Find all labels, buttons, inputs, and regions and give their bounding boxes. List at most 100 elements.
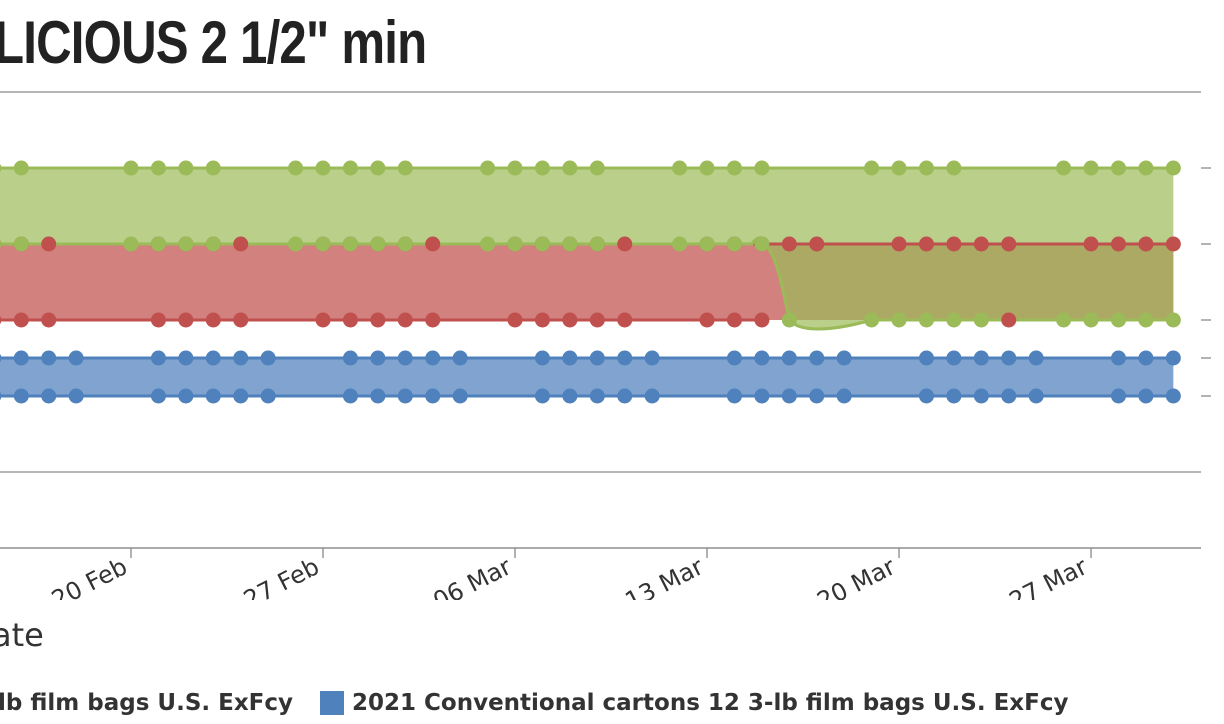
data-point-blue-high: [370, 350, 386, 366]
data-point-green-low: [1056, 312, 1072, 328]
legend-swatch: [320, 691, 345, 715]
data-point-blue-low: [13, 388, 29, 404]
data-point-green-low: [918, 312, 934, 328]
data-point-green-low: [534, 236, 550, 252]
data-point-green-low: [891, 312, 907, 328]
data-point-blue-low: [1028, 388, 1044, 404]
data-point-blue-low: [150, 388, 166, 404]
data-point-blue-high: [918, 350, 934, 366]
data-point-green-high: [1110, 160, 1126, 176]
data-point-blue-low: [1110, 388, 1126, 404]
data-point-blue-low: [397, 388, 413, 404]
data-point-blue-high: [1110, 350, 1126, 366]
data-point-green-high: [205, 160, 221, 176]
data-point-green-high: [1083, 160, 1099, 176]
data-point-blue-high: [1165, 350, 1181, 366]
data-point-green-low: [973, 312, 989, 328]
data-point-green-high: [754, 160, 770, 176]
data-point-blue-low: [205, 388, 221, 404]
x-axis-title: ate: [0, 616, 44, 654]
data-point-green-low: [1083, 312, 1099, 328]
data-point-green-low: [205, 236, 221, 252]
data-point-green-low: [781, 312, 797, 328]
data-point-red-high: [233, 236, 249, 252]
data-point-green-high: [480, 160, 496, 176]
data-point-green-low: [150, 236, 166, 252]
data-point-blue-low: [644, 388, 660, 404]
data-point-green-high: [918, 160, 934, 176]
data-point-blue-low: [452, 388, 468, 404]
data-point-green-high: [178, 160, 194, 176]
data-point-green-low: [726, 236, 742, 252]
data-point-blue-low: [589, 388, 605, 404]
x-axis-ticks: 20 Feb 27 Feb 06 Mar 13 Mar 20 Mar 27 Mar: [47, 548, 1092, 600]
data-point-green-low: [178, 236, 194, 252]
data-point-blue-high: [589, 350, 605, 366]
data-point-green-high: [1138, 160, 1154, 176]
data-point-green-low: [589, 236, 605, 252]
data-point-blue-high: [946, 350, 962, 366]
data-point-blue-high: [233, 350, 249, 366]
data-point-blue-low: [918, 388, 934, 404]
data-point-blue-high: [973, 350, 989, 366]
data-point-green-low: [507, 236, 523, 252]
data-point-green-low: [315, 236, 331, 252]
area-range-chart: 20 Feb 27 Feb 06 Mar 13 Mar 20 Mar 27 Mar: [0, 91, 1211, 600]
data-point-blue-high: [13, 350, 29, 366]
data-point-blue-high: [781, 350, 797, 366]
data-point-green-high: [288, 160, 304, 176]
data-point-green-low: [1138, 312, 1154, 328]
data-point-red-low: [617, 312, 633, 328]
data-point-red-low: [178, 312, 194, 328]
data-point-green-high: [507, 160, 523, 176]
data-point-red-low: [397, 312, 413, 328]
data-point-blue-high: [644, 350, 660, 366]
data-point-red-high: [918, 236, 934, 252]
data-point-blue-high: [150, 350, 166, 366]
data-point-green-high: [589, 160, 605, 176]
data-point-red-high: [425, 236, 441, 252]
data-point-green-low: [288, 236, 304, 252]
data-point-blue-low: [809, 388, 825, 404]
data-point-green-low: [946, 312, 962, 328]
data-point-green-high: [13, 160, 29, 176]
data-point-blue-low: [342, 388, 358, 404]
data-point-blue-high: [205, 350, 221, 366]
data-point-blue-high: [68, 350, 84, 366]
data-point-red-low: [726, 312, 742, 328]
data-point-green-high: [150, 160, 166, 176]
data-point-red-low: [41, 312, 57, 328]
data-point-green-high: [726, 160, 742, 176]
data-point-blue-high: [534, 350, 550, 366]
data-point-red-low: [507, 312, 523, 328]
data-point-red-low: [0, 315, 2, 325]
data-point-red-high: [781, 236, 797, 252]
data-point-green-low: [397, 236, 413, 252]
data-point-green-low: [342, 236, 358, 252]
data-point-blue-low: [41, 388, 57, 404]
data-point-red-high: [41, 236, 57, 252]
data-point-red-low: [425, 312, 441, 328]
data-point-blue-low: [0, 391, 2, 401]
data-point-red-high: [1165, 236, 1181, 252]
data-point-green-low: [370, 236, 386, 252]
legend-item[interactable]: 2021 Conventional cartons 12 3-lb film b…: [320, 690, 1068, 716]
data-point-blue-high: [0, 353, 2, 363]
x-tick-label: 20 Mar: [813, 552, 900, 600]
data-point-blue-low: [233, 388, 249, 404]
data-point-red-low: [699, 312, 715, 328]
data-point-blue-low: [370, 388, 386, 404]
data-point-green-high: [699, 160, 715, 176]
data-point-blue-high: [617, 350, 633, 366]
data-point-red-high: [809, 236, 825, 252]
data-point-blue-low: [754, 388, 770, 404]
data-point-blue-low: [562, 388, 578, 404]
data-points: [0, 160, 1181, 404]
gridlines: [0, 91, 1211, 549]
data-point-red-low: [342, 312, 358, 328]
legend-item[interactable]: lb film bags U.S. ExFcy: [0, 690, 293, 716]
data-point-green-high: [123, 160, 139, 176]
data-point-green-high: [315, 160, 331, 176]
data-point-red-high: [1110, 236, 1126, 252]
data-point-green-high: [0, 163, 2, 173]
